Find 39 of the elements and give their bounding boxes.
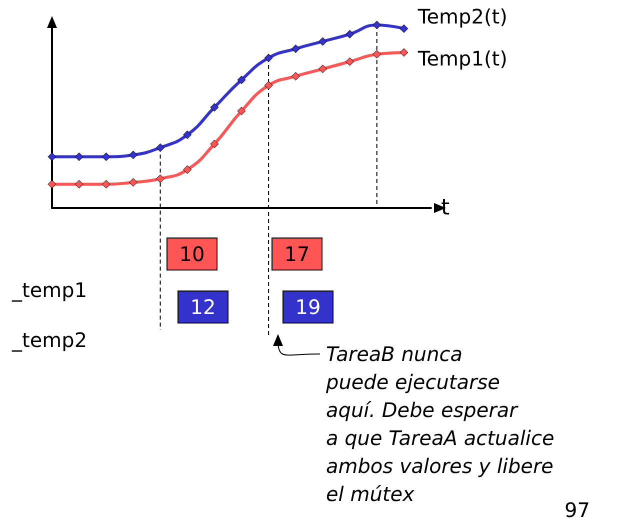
point xyxy=(74,180,84,188)
text: 12 xyxy=(190,295,216,319)
point xyxy=(372,20,382,30)
x-axis-title: t xyxy=(441,196,450,220)
text: _temp2 xyxy=(11,328,88,352)
point xyxy=(210,103,219,112)
point xyxy=(346,30,354,38)
point xyxy=(237,76,246,84)
text: 17 xyxy=(284,242,310,266)
text: TareaB nunca puede ejecutarse aquí. Debe esperar a que TareaA actualice ambos valores y libere el mútex xyxy=(325,342,554,506)
point xyxy=(400,24,408,33)
point xyxy=(128,178,138,187)
point xyxy=(74,152,84,162)
point xyxy=(210,140,219,148)
point xyxy=(372,50,382,59)
point xyxy=(183,165,192,174)
point xyxy=(318,64,327,74)
point xyxy=(346,57,354,66)
point xyxy=(264,81,273,90)
point xyxy=(291,44,300,54)
point xyxy=(156,143,165,152)
point xyxy=(400,48,408,57)
series-label: Temp1(t) xyxy=(416,46,508,70)
text: 97 xyxy=(564,498,590,522)
point xyxy=(318,37,327,46)
point xyxy=(102,180,110,188)
point xyxy=(48,152,56,162)
point xyxy=(48,180,56,188)
text: 19 xyxy=(295,295,321,319)
point xyxy=(102,152,110,162)
text: _temp1 xyxy=(11,278,88,302)
point xyxy=(264,54,273,62)
point xyxy=(291,72,300,80)
point xyxy=(237,106,246,116)
series-label: Temp2(t) xyxy=(416,4,508,29)
point xyxy=(156,174,165,183)
point xyxy=(183,130,192,140)
point xyxy=(128,150,138,160)
text: 10 xyxy=(179,242,205,266)
